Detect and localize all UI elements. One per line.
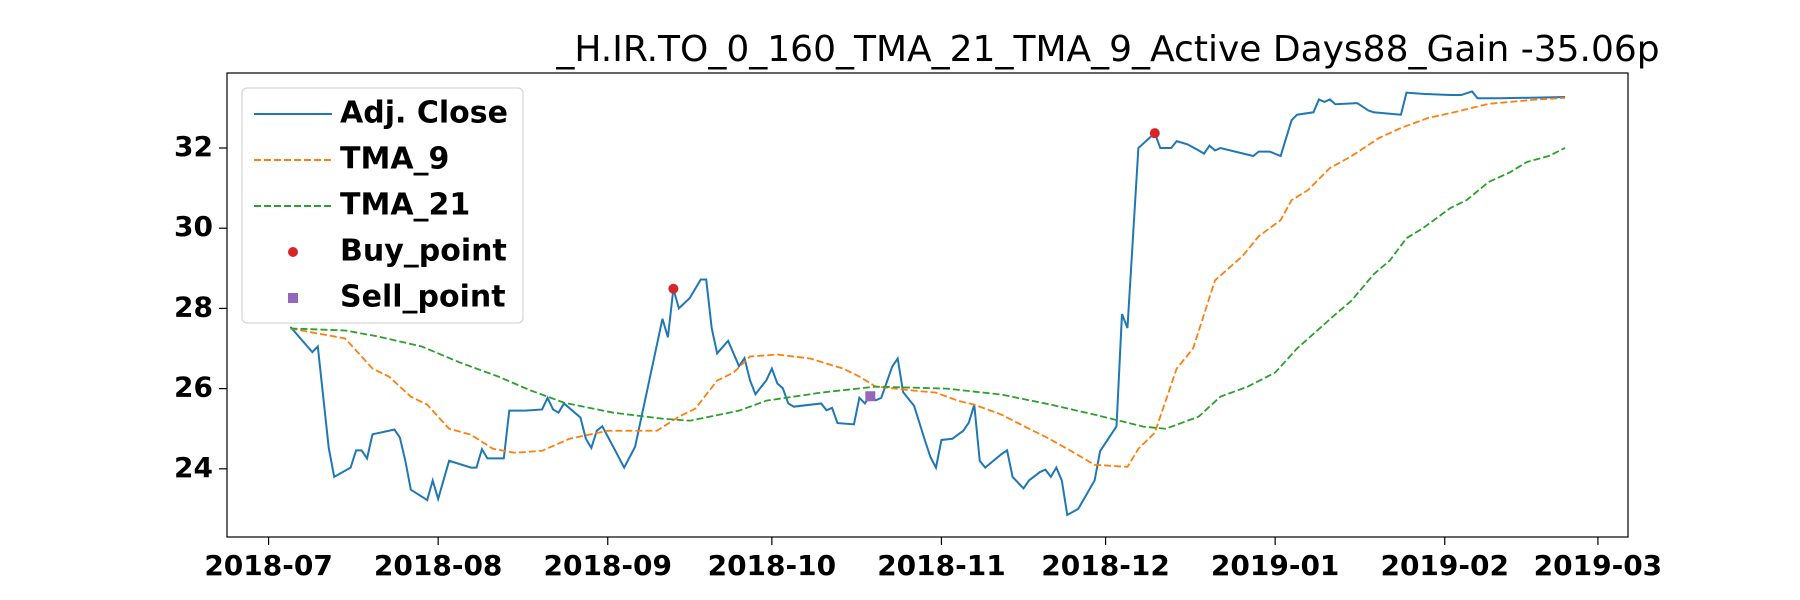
series-line xyxy=(290,96,1566,468)
buy-marker xyxy=(1149,128,1160,139)
y-tick-label: 32 xyxy=(174,130,213,163)
legend-swatch xyxy=(288,293,298,303)
y-tick-label: 24 xyxy=(174,451,213,484)
x-tick-label: 2018-09 xyxy=(543,549,672,582)
sell-marker xyxy=(865,391,876,402)
legend-label: Buy_point xyxy=(340,234,507,269)
legend-label: Adj. Close xyxy=(340,96,508,131)
legend-label: Sell_point xyxy=(340,280,506,315)
y-tick-label: 28 xyxy=(174,290,213,323)
legend-swatch xyxy=(288,247,298,257)
x-tick-label: 2019-03 xyxy=(1534,549,1663,582)
x-tick-label: 2018-10 xyxy=(708,549,837,582)
x-tick-label: 2019-01 xyxy=(1211,549,1340,582)
x-tick-label: 2018-11 xyxy=(877,549,1006,582)
legend: Adj. Close TMA_9 TMA_21 Buy_point Sell_point xyxy=(241,87,524,324)
x-tick-label: 2019-02 xyxy=(1380,549,1509,582)
legend-label: TMA_21 xyxy=(340,188,470,223)
legend-frame xyxy=(241,87,524,324)
x-tick-label: 2018-08 xyxy=(374,549,503,582)
axes-frame xyxy=(226,72,1629,538)
x-tick-label: 2018-07 xyxy=(204,549,333,582)
buy-marker xyxy=(668,283,679,294)
series-line xyxy=(290,147,1566,430)
y-tick-label: 26 xyxy=(174,371,213,404)
chart-title: _H.IR.TO_0_160_TMA_21_TMA_9_Active Days8… xyxy=(555,29,1659,70)
y-tick-label: 30 xyxy=(174,210,213,243)
x-tick-label: 2018-12 xyxy=(1041,549,1170,582)
legend-label: TMA_9 xyxy=(340,142,449,177)
